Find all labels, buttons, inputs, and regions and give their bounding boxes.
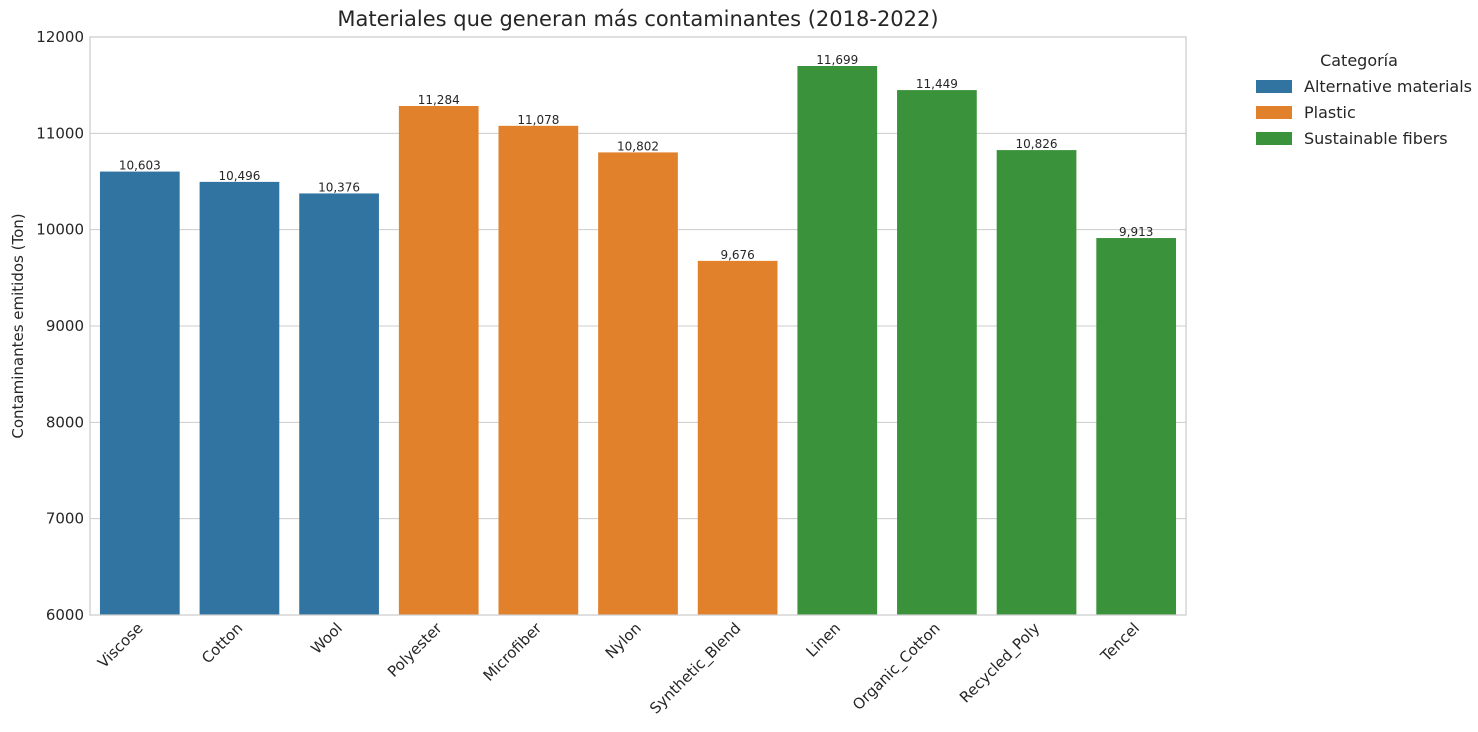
x-tick-label: Microfiber — [480, 619, 546, 685]
x-tick-label: Linen — [803, 619, 845, 661]
bar-wool — [299, 193, 379, 616]
y-tick-label: 7000 — [46, 510, 84, 528]
legend-label: Sustainable fibers — [1304, 129, 1448, 148]
x-tick-label: Wool — [307, 619, 346, 658]
bar-viscose — [99, 171, 180, 615]
legend-swatch — [1256, 106, 1292, 119]
y-tick-label: 11000 — [36, 124, 84, 142]
y-tick-label: 6000 — [46, 606, 84, 624]
y-axis-label: Contaminantes emitidos (Ton) — [9, 213, 27, 438]
y-tick-label: 8000 — [46, 413, 84, 431]
legend-entries: Alternative materials Plastic Sustainable … — [1256, 77, 1472, 148]
x-tick-label: Nylon — [602, 619, 645, 662]
bar-microfiber — [498, 125, 579, 615]
x-tick-label: Cotton — [198, 619, 246, 667]
y-tick-label: 10000 — [36, 221, 84, 239]
bar-tencel — [1096, 238, 1177, 615]
bar-polyester — [398, 105, 479, 615]
legend-swatch — [1256, 80, 1292, 93]
bar-cotton — [199, 181, 280, 616]
x-tick-label: Tencel — [1096, 619, 1143, 666]
value-label: 10,826 — [1016, 137, 1058, 151]
value-label: 10,376 — [318, 180, 360, 194]
x-tick-label: Viscose — [94, 619, 147, 672]
value-label: 11,284 — [418, 93, 460, 107]
value-label: 10,802 — [617, 139, 659, 153]
legend: Categoría Alternative materials Plastic Su… — [1256, 51, 1472, 148]
x-tick-label: Synthetic_Blend — [646, 619, 745, 718]
value-labels: 10,603 10,496 10,376 11,284 11,078 10,802 9,67… — [119, 53, 1154, 262]
bar-recycled-poly — [996, 150, 1077, 615]
bar-synthetic-blend — [697, 260, 778, 615]
legend-label: Alternative materials — [1304, 77, 1472, 96]
value-label: 10,603 — [119, 159, 161, 173]
bar-organic-cotton — [897, 90, 977, 616]
value-label: 11,449 — [916, 77, 958, 91]
legend-swatch — [1256, 132, 1292, 145]
x-tick-label: Polyester — [384, 619, 446, 681]
x-tick-label: Recycled_Poly — [956, 619, 1044, 707]
value-label: 11,699 — [816, 53, 858, 67]
y-tick-label: 9000 — [46, 317, 84, 335]
legend-label: Plastic — [1304, 103, 1356, 122]
bar-nylon — [598, 152, 678, 615]
legend-title: Categoría — [1320, 51, 1398, 70]
chart-title: Materiales que generan más contaminantes… — [337, 7, 938, 31]
x-axis-ticks: Viscose Cotton Wool Polyester Microfiber Nylo… — [94, 619, 1143, 719]
plot-frame — [89, 36, 1187, 616]
value-label: 11,078 — [517, 113, 559, 127]
y-axis-ticks: 6000 7000 8000 9000 10000 11000 12000 — [36, 28, 84, 624]
bars — [99, 65, 1177, 616]
value-label: 10,496 — [218, 169, 260, 183]
value-label: 9,913 — [1119, 225, 1153, 239]
bar-linen — [797, 65, 878, 615]
value-label: 9,676 — [720, 248, 754, 262]
y-tick-label: 12000 — [36, 28, 84, 46]
x-tick-label: Organic_Cotton — [849, 619, 944, 714]
